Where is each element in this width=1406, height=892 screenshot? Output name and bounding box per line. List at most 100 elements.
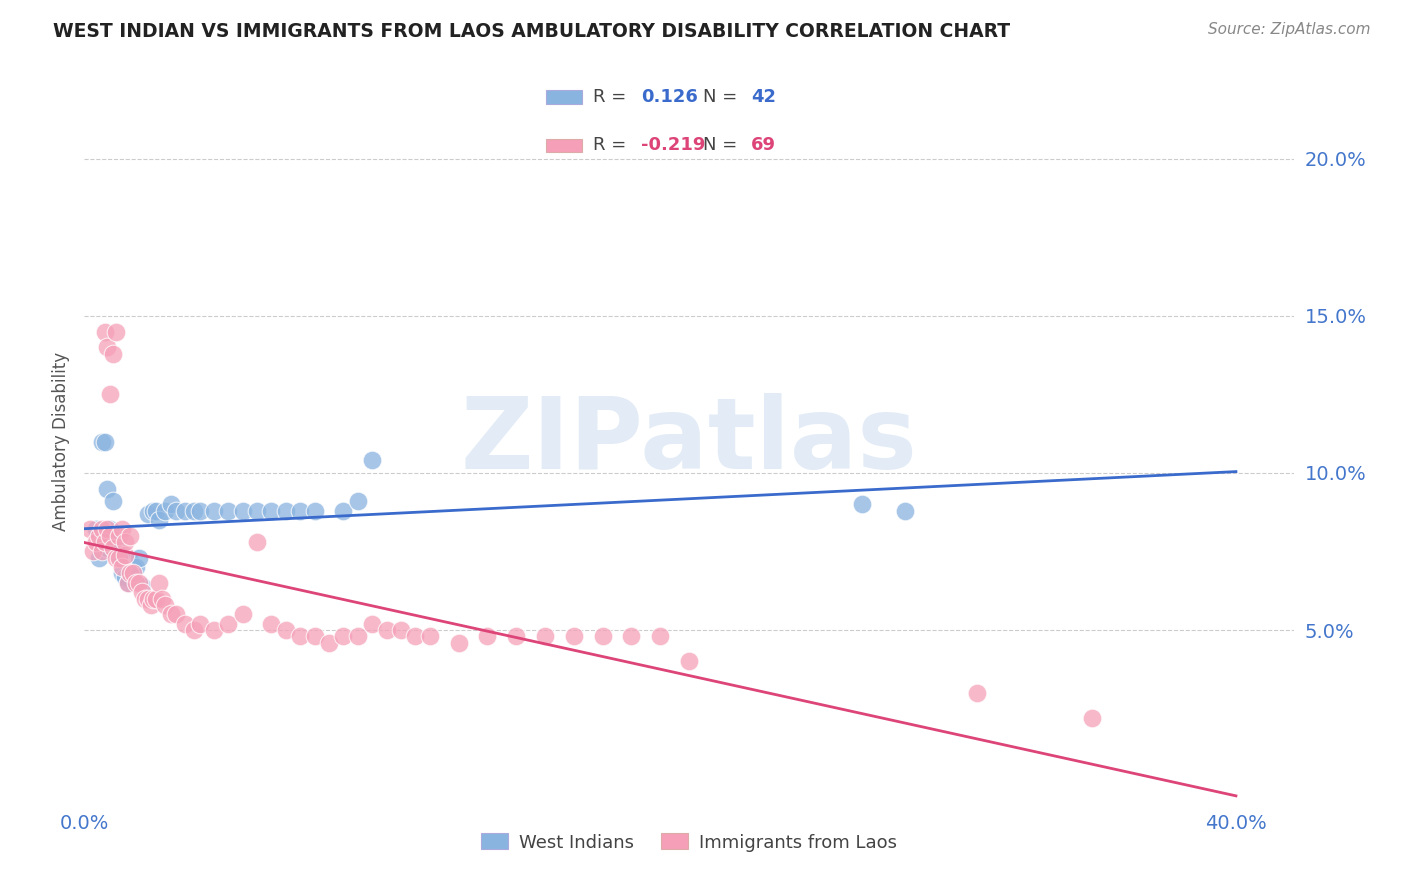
Point [125, 560, 148, 574]
Point [966, 686, 988, 700]
Point [90, 523, 112, 537]
Point [153, 503, 176, 517]
Bar [546, 138, 582, 152]
Point [96, 482, 118, 496]
Point [93, 325, 115, 339]
Point [260, 503, 283, 517]
Point [188, 616, 211, 631]
Point [851, 497, 873, 511]
Point [142, 503, 165, 517]
Point [304, 629, 326, 643]
Point [332, 503, 354, 517]
Point [139, 598, 162, 612]
Point [117, 575, 139, 590]
Point [304, 503, 326, 517]
Bar [546, 90, 582, 103]
Point [131, 585, 153, 599]
Point [183, 623, 205, 637]
Point [894, 503, 917, 517]
Point [108, 550, 131, 565]
Point [105, 325, 128, 339]
Point [290, 629, 312, 643]
Point [111, 560, 134, 574]
Y-axis label: Ambulatory Disability: Ambulatory Disability [52, 352, 70, 531]
Point [361, 453, 384, 467]
Point [183, 503, 205, 517]
Point [145, 503, 167, 517]
Point [620, 629, 643, 643]
Point [79, 523, 101, 537]
Point [188, 503, 211, 517]
Text: R =: R = [593, 88, 633, 106]
Point [159, 607, 181, 622]
Point [347, 494, 370, 508]
Point [93, 434, 115, 449]
Point [84, 535, 107, 549]
Point [84, 523, 107, 537]
Point [148, 513, 170, 527]
Point [111, 523, 134, 537]
Point [174, 503, 197, 517]
Point [153, 598, 176, 612]
Text: ZIPatlas: ZIPatlas [461, 393, 917, 490]
Point [419, 629, 441, 643]
Point [108, 548, 131, 562]
Point [202, 623, 225, 637]
Point [274, 623, 297, 637]
Point [290, 503, 312, 517]
Point [117, 575, 139, 590]
Point [142, 591, 165, 606]
Point [114, 535, 136, 549]
Point [246, 503, 269, 517]
Point [82, 544, 104, 558]
Point [562, 629, 585, 643]
Text: N =: N = [703, 88, 742, 106]
Text: -0.219: -0.219 [641, 136, 706, 154]
Text: 0.126: 0.126 [641, 88, 697, 106]
Point [87, 529, 110, 543]
Point [159, 497, 181, 511]
Text: N =: N = [703, 136, 742, 154]
Text: R =: R = [593, 136, 633, 154]
Point [101, 494, 124, 508]
Point [145, 591, 167, 606]
Legend: West Indians, Immigrants from Laos: West Indians, Immigrants from Laos [474, 826, 904, 859]
Point [120, 554, 142, 568]
Point [120, 566, 142, 581]
Point [148, 575, 170, 590]
Text: Source: ZipAtlas.com: Source: ZipAtlas.com [1208, 22, 1371, 37]
Point [90, 544, 112, 558]
Point [108, 529, 131, 543]
Point [592, 629, 614, 643]
Point [101, 346, 124, 360]
Point [260, 616, 283, 631]
Point [166, 607, 188, 622]
Point [96, 523, 118, 537]
Point [404, 629, 426, 643]
Point [332, 629, 354, 643]
Point [90, 434, 112, 449]
Point [534, 629, 557, 643]
Point [217, 616, 239, 631]
Point [87, 550, 110, 565]
Point [375, 623, 398, 637]
Point [202, 503, 225, 517]
Point [105, 541, 128, 556]
Point [650, 629, 672, 643]
Text: WEST INDIAN VS IMMIGRANTS FROM LAOS AMBULATORY DISABILITY CORRELATION CHART: WEST INDIAN VS IMMIGRANTS FROM LAOS AMBU… [53, 22, 1011, 41]
Point [318, 635, 340, 649]
Point [93, 535, 115, 549]
Point [134, 591, 156, 606]
Point [1081, 711, 1104, 725]
Point [122, 560, 145, 574]
Point [274, 503, 297, 517]
Point [96, 541, 118, 556]
Point [505, 629, 527, 643]
Point [150, 591, 173, 606]
Point [232, 503, 254, 517]
Point [125, 575, 148, 590]
Point [131, 579, 153, 593]
Point [166, 503, 188, 517]
Point [347, 629, 370, 643]
Point [246, 535, 269, 549]
